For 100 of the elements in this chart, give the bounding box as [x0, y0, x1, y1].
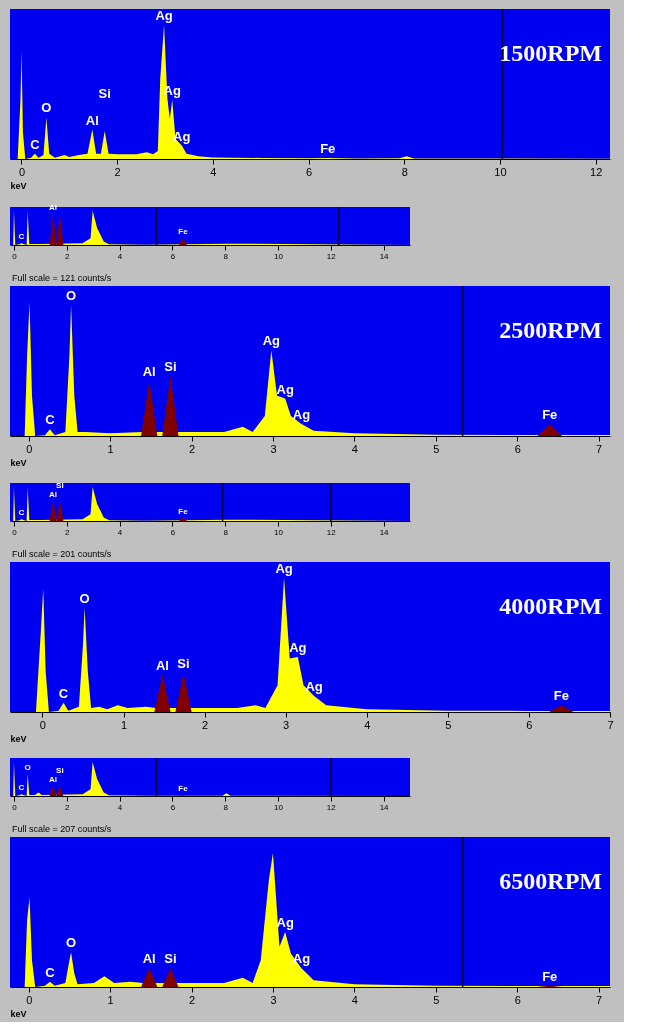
annotation: Fe [542, 406, 558, 422]
annotation: Ag [276, 381, 294, 397]
annotation: Ag [305, 678, 323, 694]
annotation: C [30, 136, 41, 152]
annotation: Si [164, 951, 177, 967]
annotation: Al [142, 364, 156, 380]
annotation: C [45, 412, 56, 428]
x-tick-label: 7 [596, 442, 603, 455]
x-tick-label: 0 [18, 165, 26, 178]
x-tick-label: 8 [223, 802, 229, 812]
annotation: Ag [289, 640, 307, 656]
x-tick-label: 6 [170, 802, 176, 812]
x-tick-label: 10 [274, 527, 284, 537]
x-tick-label: 0 [12, 802, 18, 812]
annotation: Al [155, 657, 169, 673]
x-tick-label: 2 [114, 165, 121, 178]
x-tick-label: 2 [202, 718, 209, 731]
annotation: O [41, 100, 52, 116]
text: Full scale = 121 counts/s [12, 273, 112, 283]
annotation: Fe [320, 140, 336, 156]
annotation: Al [85, 112, 99, 128]
x-tick-label: 1 [107, 442, 114, 455]
x-tick-label: 8 [223, 527, 229, 537]
x-tick-label: 5 [445, 718, 452, 731]
x-tick-label: 4 [351, 993, 358, 1006]
x-tick-label: 2 [65, 251, 71, 261]
x-tick-label: 3 [270, 442, 277, 455]
annotation: C [18, 783, 25, 793]
annotation: O [66, 935, 77, 951]
x-axis-title: keV [10, 733, 27, 744]
annotation: C [18, 508, 25, 518]
x-tick-label: 10 [494, 165, 507, 178]
x-tick-label: 6 [514, 993, 521, 1006]
annotation: Fe [178, 227, 189, 237]
text: 6500RPM [499, 868, 602, 894]
x-tick-label: 5 [433, 442, 440, 455]
x-tick-label: 0 [12, 527, 18, 537]
x-tick-label: 6 [514, 442, 521, 455]
x-tick-label: 1 [107, 993, 114, 1006]
x-tick-label: 4 [117, 251, 123, 261]
annotation: Ag [275, 561, 293, 577]
x-tick-label: 0 [26, 993, 33, 1006]
annotation: Ag [155, 8, 173, 24]
x-tick-label: 4 [210, 165, 217, 178]
x-tick-label: 6 [526, 718, 533, 731]
x-tick-label: 12 [326, 527, 337, 537]
annotation: C [45, 964, 56, 980]
annotation: O [66, 287, 77, 303]
x-tick-label: 12 [326, 802, 337, 812]
x-tick-label: 4 [117, 802, 123, 812]
annotation: Ag [292, 406, 311, 422]
annotation: Al [49, 774, 58, 784]
annotation: Si [56, 480, 64, 490]
x-tick-label: 10 [274, 802, 284, 812]
x-tick-label: 4 [364, 718, 371, 731]
x-tick-label: 8 [223, 251, 229, 261]
annotation: Fe [178, 783, 189, 793]
x-axis-title: keV [10, 180, 27, 191]
x-tick-label: 14 [379, 251, 390, 261]
annotation: Ag [292, 951, 311, 967]
annotation: Fe [553, 688, 569, 704]
x-tick-label: 2 [65, 527, 71, 537]
annotation: Si [56, 765, 64, 775]
x-tick-label: 4 [117, 527, 123, 537]
x-tick-label: 3 [270, 993, 277, 1006]
x-tick-label: 14 [379, 527, 390, 537]
x-tick-label: 5 [433, 993, 440, 1006]
text: 4000RPM [499, 593, 602, 619]
x-tick-label: 2 [188, 993, 196, 1006]
x-tick-label: 6 [306, 165, 313, 178]
x-tick-label: 6 [170, 527, 176, 537]
x-tick-label: 3 [283, 718, 290, 731]
annotation: Fe [542, 968, 558, 984]
x-tick-label: 14 [379, 802, 390, 812]
x-tick-label: 10 [274, 251, 284, 261]
annotation: O [24, 762, 31, 772]
x-axis-title: keV [10, 457, 27, 468]
x-tick-label: 12 [590, 165, 603, 178]
annotation: Al [49, 489, 58, 499]
annotation: Ag [262, 333, 281, 349]
annotation: Fe [178, 506, 189, 516]
annotation: Si [164, 358, 177, 374]
annotation: Si [98, 85, 111, 101]
x-tick-label: 7 [607, 718, 614, 731]
x-tick-label: 0 [12, 251, 18, 261]
x-tick-label: 6 [170, 251, 176, 261]
annotation: C [18, 232, 25, 242]
text: 2500RPM [499, 317, 602, 343]
x-axis-title: keV [10, 1008, 27, 1019]
text: Full scale = 201 counts/s [12, 549, 112, 559]
x-tick-label: 4 [351, 442, 358, 455]
annotation: Si [177, 656, 190, 672]
x-tick-label: 7 [596, 993, 603, 1006]
annotation: C [58, 685, 69, 701]
text: Full scale = 207 counts/s [12, 824, 112, 834]
x-tick-label: 8 [401, 165, 408, 178]
x-tick-label: 0 [26, 442, 33, 455]
annotation: O [79, 590, 90, 606]
x-tick-label: 12 [326, 251, 337, 261]
annotation: Al [142, 951, 156, 967]
